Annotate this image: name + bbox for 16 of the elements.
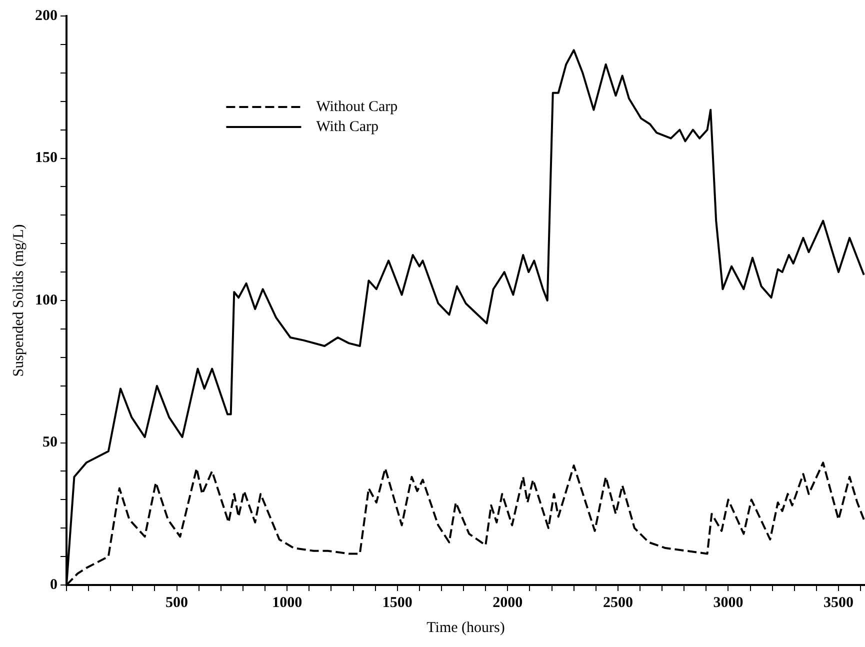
y-tick-label: 200 — [35, 8, 58, 24]
legend-label: With Carp — [316, 118, 379, 135]
y-tick-label: 150 — [35, 150, 58, 166]
y-tick-label: 0 — [50, 576, 58, 593]
x-tick-label: 3500 — [824, 594, 854, 611]
y-axis-title: Suspended Solids (mg/L) — [10, 224, 27, 377]
legend-label: Without Carp — [316, 98, 398, 115]
x-axis-title: Time (hours) — [426, 620, 505, 636]
x-tick-label: 1000 — [272, 594, 302, 611]
x-tick-label: 3000 — [713, 594, 744, 611]
y-tick-label: 100 — [35, 292, 58, 308]
y-tick-label: 50 — [42, 434, 58, 451]
x-tick-label: 2000 — [492, 594, 523, 611]
x-tick-label: 1500 — [382, 594, 412, 611]
x-tick-label: 2500 — [602, 594, 633, 611]
x-tick-label: 500 — [166, 594, 188, 611]
